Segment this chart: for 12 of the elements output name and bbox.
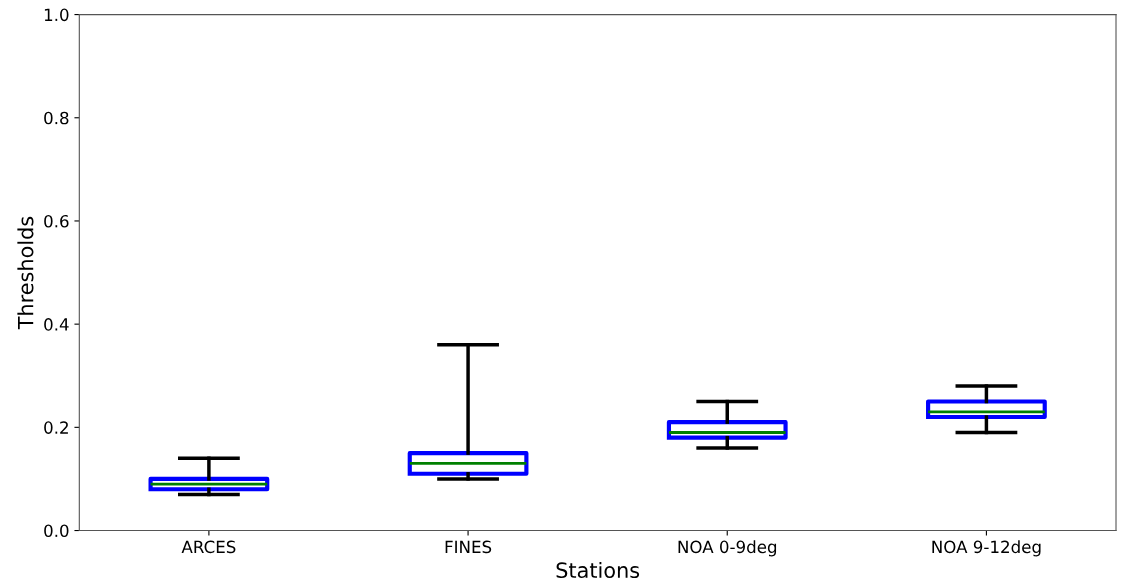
y-tick-label: 0.8: [44, 111, 69, 125]
x-axis-title: Stations: [556, 561, 640, 579]
y-tick-label: 0.4: [44, 318, 69, 331]
x-tick-label: NOA 9-12deg: [932, 540, 1041, 557]
y-tick-label: 0.2: [44, 421, 68, 434]
x-tick-label: NOA 0-9deg: [678, 540, 777, 557]
y-tick-label: 1.0: [44, 8, 69, 22]
x-tick-label: FINES: [445, 540, 492, 554]
y-tick-label: 0.6: [44, 214, 69, 228]
x-tick-label: ARCES: [181, 540, 236, 554]
y-axis-title: Thresholds: [17, 216, 34, 330]
y-tick-label: 0.0: [44, 524, 69, 538]
